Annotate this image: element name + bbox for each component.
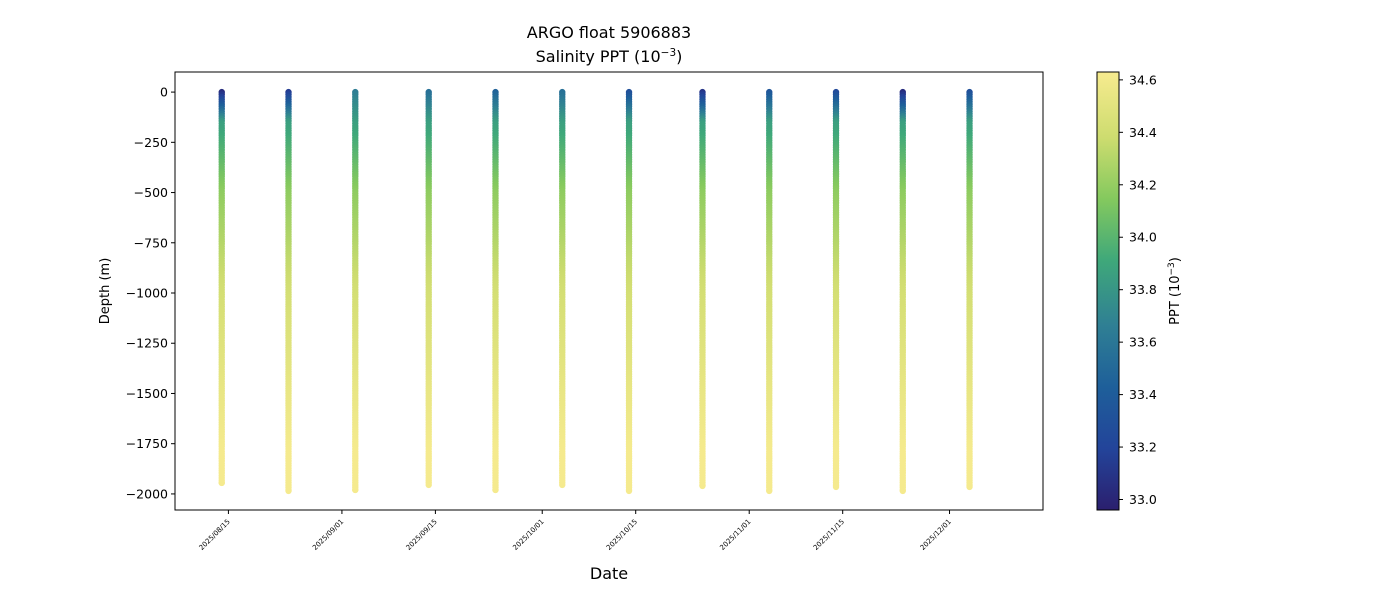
x-axis: 2025/08/15 2025/09/01 2025/09/15 2025/10/01…: [198, 510, 953, 552]
y-tick-label: −1000: [126, 286, 168, 301]
profile-2025-10-04: [559, 88, 566, 489]
profile-2025-09-14: [425, 88, 432, 489]
profile-point: [425, 481, 432, 489]
colorbar-tick-label: 33.4: [1129, 387, 1157, 402]
colorbar-tick-label: 33.8: [1129, 282, 1157, 297]
profile-2025-11-04: [766, 88, 773, 495]
y-tick-label: −2000: [126, 486, 168, 501]
colorbar-tick-label: 34.6: [1129, 72, 1157, 87]
profiles-group: [218, 88, 973, 495]
profile-point: [352, 486, 359, 494]
profile-2025-09-24: [492, 88, 499, 494]
colorbar-tick-label: 34.4: [1129, 125, 1157, 140]
profile-2025-11-14: [832, 88, 840, 491]
colorbar-tick-label: 33.0: [1129, 492, 1157, 507]
profile-point: [832, 483, 840, 491]
profile-2025-10-14: [625, 88, 633, 495]
y-axis-label: Depth (m): [98, 258, 113, 325]
y-axis: 0 −250 −500 −750 −1000 −1250 −1500 −1750 −2000: [126, 85, 175, 501]
y-tick-label: −250: [134, 135, 168, 150]
chart-subtitle-exponent: −3: [661, 47, 676, 59]
x-tick-label: 2025/12/01: [919, 518, 953, 552]
profile-point: [492, 486, 499, 494]
chart-subtitle-close: ): [676, 47, 682, 66]
profile-point: [625, 487, 633, 495]
colorbar-label: PPT (10−3): [1167, 257, 1183, 325]
x-tick-label: 2025/09/15: [405, 518, 439, 552]
y-tick-label: −1750: [126, 436, 168, 451]
profile-point: [559, 481, 566, 489]
profile-point: [218, 479, 225, 487]
chart-title: ARGO float 5906883: [527, 23, 691, 42]
colorbar-tick-label: 34.0: [1129, 230, 1157, 245]
colorbar-tick-label: 33.6: [1129, 335, 1157, 350]
y-tick-label: −1250: [126, 336, 168, 351]
profile-point: [699, 482, 706, 490]
profile-point: [285, 487, 292, 495]
colorbar-tick-label: 33.2: [1129, 440, 1157, 455]
x-tick-label: 2025/10/15: [605, 518, 639, 552]
profile-2025-10-25: [699, 88, 706, 490]
y-tick-label: 0: [160, 85, 168, 100]
x-tick-label: 2025/09/01: [311, 518, 345, 552]
plot-frame: [174, 71, 1044, 511]
x-tick-label: 2025/10/01: [511, 518, 545, 552]
profile-2025-11-24: [899, 88, 906, 495]
colorbar-label-main: PPT (10: [1168, 275, 1183, 324]
profile-point: [966, 483, 973, 491]
profile-point: [899, 487, 906, 495]
x-tick-label: 2025/11/15: [812, 518, 846, 552]
y-tick-label: −750: [134, 235, 168, 250]
profile-point: [766, 487, 773, 495]
y-tick-label: −500: [134, 185, 168, 200]
colorbar-axis: 33.0 33.2 33.4 33.6 33.8 34.0 34.2 34.4 34.6: [1119, 72, 1157, 507]
colorbar-label-exponent: −3: [1167, 262, 1177, 275]
colorbar-tick-label: 34.2: [1129, 177, 1157, 192]
profile-2025-08-24: [285, 88, 292, 495]
chart-subtitle: Salinity PPT (10−3): [536, 47, 683, 66]
colorbar-label-close: ): [1168, 257, 1183, 262]
chart-subtitle-main: Salinity PPT (10: [536, 47, 661, 66]
x-axis-label: Date: [590, 564, 628, 583]
profile-2025-08-14: [218, 88, 225, 487]
y-tick-label: −1500: [126, 386, 168, 401]
colorbar: [1096, 71, 1120, 511]
profile-2025-09-03: [352, 88, 359, 494]
profile-2025-12-04: [966, 88, 973, 491]
x-tick-label: 2025/08/15: [198, 518, 232, 552]
x-tick-label: 2025/11/01: [718, 518, 752, 552]
